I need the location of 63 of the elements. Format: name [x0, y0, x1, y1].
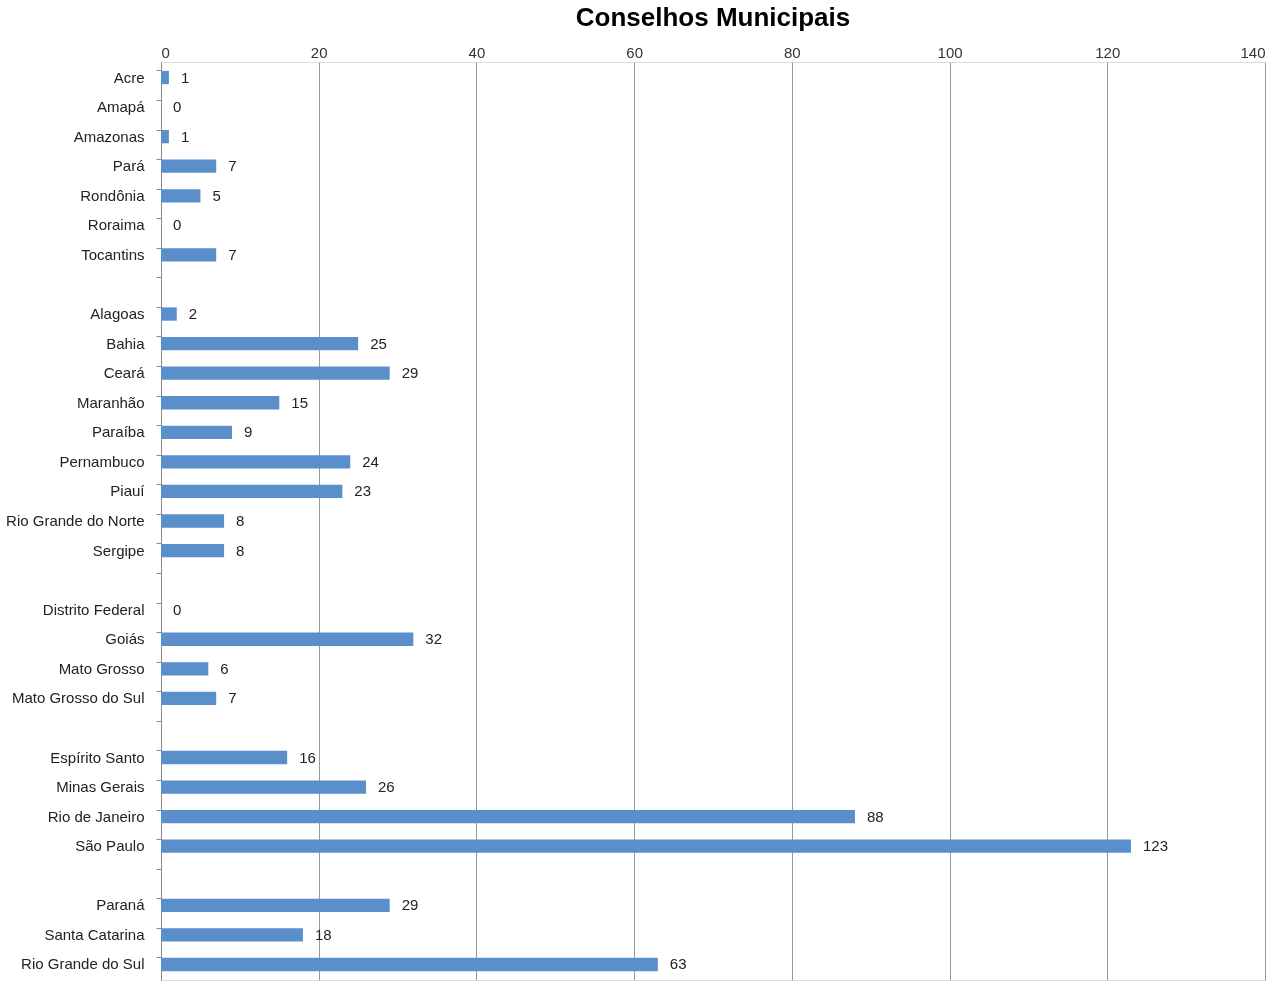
data-label: 1: [180, 68, 190, 86]
data-label: 0: [173, 216, 182, 234]
y-tick-label: Piauí: [110, 482, 146, 500]
data-label: 123: [1142, 837, 1168, 855]
y-tick-label: Sergipe: [92, 541, 145, 559]
y-tick-label: Amazonas: [73, 127, 145, 145]
x-tick-label: 100: [937, 43, 963, 61]
y-tick-label: Rondônia: [80, 186, 146, 204]
data-label: 9: [243, 423, 253, 441]
data-label: 88: [866, 807, 884, 825]
y-tick-label: Santa Catarina: [44, 925, 146, 943]
y-tick-label: Ceará: [103, 364, 146, 382]
chart-title: Conselhos Municipais: [575, 2, 851, 32]
data-label: 0: [173, 98, 182, 116]
y-tick-label: Amapá: [96, 98, 146, 116]
y-tick-label: Rio Grande do Norte: [6, 512, 145, 529]
data-label: 26: [378, 778, 395, 796]
data-label: 0: [173, 600, 182, 618]
data-label: 23: [354, 482, 372, 500]
y-tick-label: Mato Grosso: [58, 659, 145, 677]
data-label: 8: [236, 512, 245, 529]
data-label: 8: [236, 541, 245, 559]
data-label: 7: [228, 157, 237, 175]
data-label: 29: [401, 364, 419, 382]
data-label: 29: [401, 896, 419, 914]
y-tick-label: São Paulo: [75, 837, 145, 855]
x-tick-label: 0: [161, 43, 170, 61]
y-tick-label: Paraná: [96, 896, 146, 914]
data-label: 16: [299, 748, 316, 766]
y-tick-label: Pará: [112, 157, 146, 175]
data-label: 63: [669, 955, 687, 973]
x-tick-label: 120: [1095, 43, 1121, 61]
data-label: 18: [314, 925, 332, 943]
y-tick-label: Pernambuco: [59, 452, 145, 470]
data-label: 15: [291, 393, 308, 411]
data-label: 5: [212, 186, 221, 204]
y-tick-label: Maranhão: [76, 393, 145, 411]
y-tick-label: Tocantins: [81, 245, 145, 263]
y-tick-label: Alagoas: [90, 305, 145, 323]
x-tick-label: 20: [310, 43, 328, 61]
data-label: 6: [220, 659, 229, 677]
y-tick-label: Paraíba: [91, 423, 146, 441]
x-tick-label: 60: [626, 43, 643, 61]
x-tick-label: 40: [468, 43, 486, 61]
y-tick-label: Goiás: [105, 630, 145, 648]
y-tick-label: Acre: [113, 68, 145, 86]
y-tick-label: Bahia: [106, 334, 146, 352]
y-tick-label: Minas Gerais: [56, 778, 145, 796]
data-label: 7: [228, 689, 237, 707]
y-tick-label: Rio Grande do Sul: [21, 955, 145, 973]
y-tick-label: Distrito Federal: [42, 600, 145, 618]
data-label: 32: [425, 630, 443, 648]
data-label: 7: [228, 245, 237, 263]
data-label: 25: [370, 334, 387, 352]
x-tick-label: 140: [1240, 43, 1266, 61]
y-tick-label: Roraima: [87, 216, 146, 234]
y-tick-label: Espírito Santo: [50, 748, 145, 766]
data-label: 1: [180, 127, 190, 145]
x-tick-label: 80: [784, 43, 801, 61]
data-label: 2: [188, 305, 198, 323]
y-tick-label: Rio de Janeiro: [47, 807, 145, 825]
data-label: 24: [362, 452, 379, 470]
y-tick-label: Mato Grosso do Sul: [11, 689, 145, 707]
